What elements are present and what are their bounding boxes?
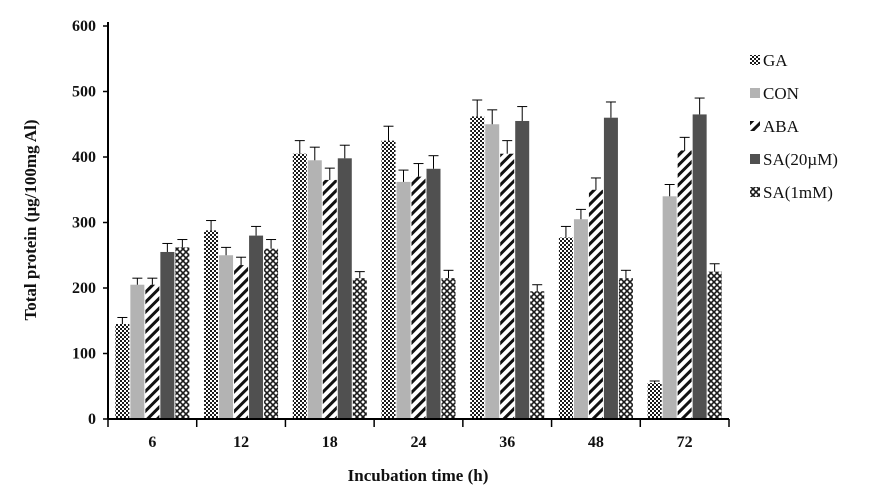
legend-label-con: CON (763, 84, 799, 103)
bar-sa-20-m--12 (249, 235, 264, 419)
legend-swatch-con (750, 88, 760, 98)
x-tick-label: 48 (588, 434, 604, 451)
bar-aba-12 (234, 265, 249, 419)
bar-sa-20-m--48 (603, 117, 618, 419)
legend-swatch-ga (750, 55, 760, 65)
bar-aba-72 (677, 150, 692, 419)
x-tick-label: 12 (233, 434, 249, 451)
bar-aba-24 (411, 176, 426, 419)
legend-swatch-sa-1mm- (750, 187, 760, 197)
bar-ga-6 (115, 324, 130, 419)
y-tick-label: 400 (72, 149, 96, 166)
bars-layer (115, 114, 722, 420)
bar-con-12 (219, 255, 234, 419)
y-tick-label: 600 (72, 18, 96, 35)
bar-sa-20-m--24 (426, 168, 441, 419)
y-axis-title: Total protein (µg/100mg Al) (21, 119, 40, 320)
bar-ga-24 (381, 140, 396, 419)
bar-con-24 (396, 181, 411, 419)
bar-ga-36 (470, 116, 485, 419)
x-tick-label: 18 (322, 434, 338, 451)
x-tick-label: 6 (148, 434, 156, 451)
bar-sa-1mm--36 (530, 291, 545, 419)
bar-sa-1mm--48 (618, 278, 633, 419)
legend-label-ga: GA (763, 51, 788, 70)
legend-label-sa-20-m-: SA(20µM) (763, 150, 838, 169)
bar-sa-1mm--6 (175, 247, 190, 419)
bar-aba-36 (500, 153, 515, 419)
x-ticks: 6 12 18 24 36 48 72 (107, 419, 730, 451)
error-bars-layer (117, 97, 720, 383)
bar-ga-48 (558, 237, 573, 419)
legend: GA CON ABA SA(20µM) SA(1mM) (750, 51, 838, 202)
x-axis-title: Incubation time (h) (348, 466, 489, 485)
bar-con-72 (662, 196, 677, 419)
legend-swatch-aba (750, 121, 760, 131)
bar-ga-18 (292, 153, 307, 419)
bar-sa-1mm--12 (264, 248, 279, 419)
bar-sa-1mm--24 (441, 278, 456, 419)
bar-sa-20-m--18 (337, 158, 352, 419)
x-tick-label: 24 (411, 434, 427, 451)
x-tick-label: 72 (677, 434, 693, 451)
legend-swatch-sa-20-m- (750, 154, 760, 164)
y-tick-label: 300 (72, 215, 96, 232)
bar-aba-6 (145, 284, 160, 419)
bar-aba-18 (322, 179, 337, 419)
y-tick-label: 0 (88, 411, 96, 428)
bar-sa-1mm--18 (352, 278, 367, 419)
bar-con-6 (130, 284, 145, 419)
bar-aba-48 (588, 189, 603, 419)
bar-sa-20-m--72 (692, 114, 707, 420)
y-tick-label: 100 (72, 346, 96, 363)
x-tick-label: 36 (499, 434, 515, 451)
bar-ga-72 (647, 382, 662, 419)
legend-label-sa-1mm-: SA(1mM) (763, 183, 833, 202)
bar-con-36 (485, 124, 500, 419)
y-ticks: 0 100 200 300 400 500 600 (72, 18, 108, 428)
bar-sa-20-m--6 (160, 251, 175, 419)
bar-con-48 (573, 219, 588, 419)
bar-con-18 (307, 160, 322, 419)
legend-label-aba: ABA (763, 117, 800, 136)
bar-sa-1mm--72 (707, 271, 722, 419)
bar-ga-12 (204, 230, 219, 419)
y-tick-label: 500 (72, 84, 96, 101)
bar-sa-20-m--36 (515, 120, 530, 419)
y-tick-label: 200 (72, 280, 96, 297)
